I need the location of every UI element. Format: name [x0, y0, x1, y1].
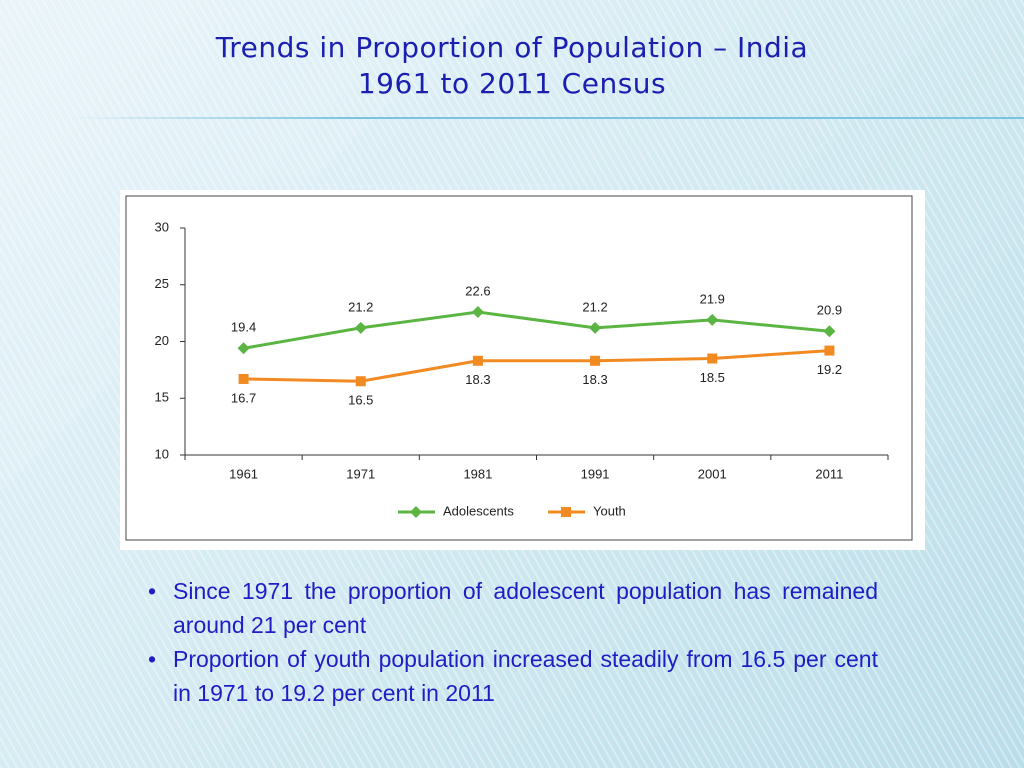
x-tick-label: 1981 [463, 466, 492, 481]
diamond-marker [706, 313, 719, 326]
square-marker [707, 353, 718, 364]
bullet-list: Since 1971 the proportion of adolescent … [148, 574, 878, 710]
y-tick-label: 15 [155, 390, 169, 405]
x-tick-label: 1971 [346, 466, 375, 481]
x-tick-label: 2001 [698, 466, 727, 481]
bullet: Since 1971 the proportion of adolescent … [148, 574, 878, 642]
title-line: Trends in Proportion of Population – Ind… [215, 31, 809, 64]
bullet: Proportion of youth population increased… [148, 642, 878, 710]
legend-label: Youth [593, 503, 626, 518]
square-marker [355, 376, 366, 387]
diamond-marker [237, 342, 250, 355]
slide-title: Trends in Proportion of Population – Ind… [0, 30, 1024, 102]
data-label: 21.2 [348, 299, 373, 314]
diamond-marker [823, 325, 836, 338]
square-marker [238, 373, 249, 384]
title-line: 1961 to 2011 Census [357, 67, 667, 100]
y-tick-label: 20 [155, 333, 169, 348]
diamond-marker [589, 321, 602, 334]
square-marker [561, 507, 571, 517]
y-tick-label: 30 [155, 219, 169, 234]
legend-label: Adolescents [443, 503, 514, 518]
title-rule [70, 117, 1024, 119]
chart-background [120, 190, 925, 550]
data-label: 21.9 [700, 291, 725, 306]
y-tick-label: 10 [155, 446, 169, 461]
diamond-marker [354, 321, 367, 334]
data-label: 22.6 [465, 283, 490, 298]
data-label: 18.3 [465, 372, 490, 387]
data-label: 20.9 [817, 303, 842, 318]
x-tick-label: 1991 [581, 466, 610, 481]
data-label: 19.2 [817, 362, 842, 377]
chart-frame [125, 195, 913, 541]
square-marker [590, 355, 601, 366]
data-label: 16.7 [231, 390, 256, 405]
data-label: 18.5 [700, 370, 725, 385]
square-marker [472, 355, 483, 366]
data-label: 19.4 [231, 320, 256, 335]
data-label: 16.5 [348, 393, 373, 408]
square-marker [824, 345, 835, 356]
x-tick-label: 2011 [815, 466, 843, 481]
series-line [243, 349, 830, 383]
diamond-marker [471, 305, 484, 318]
data-label: 21.2 [582, 299, 607, 314]
diamond-marker [410, 506, 422, 518]
series-line [243, 310, 830, 350]
data-label: 18.3 [582, 372, 607, 387]
y-tick-label: 25 [155, 276, 169, 291]
x-tick-label: 1961 [229, 466, 258, 481]
